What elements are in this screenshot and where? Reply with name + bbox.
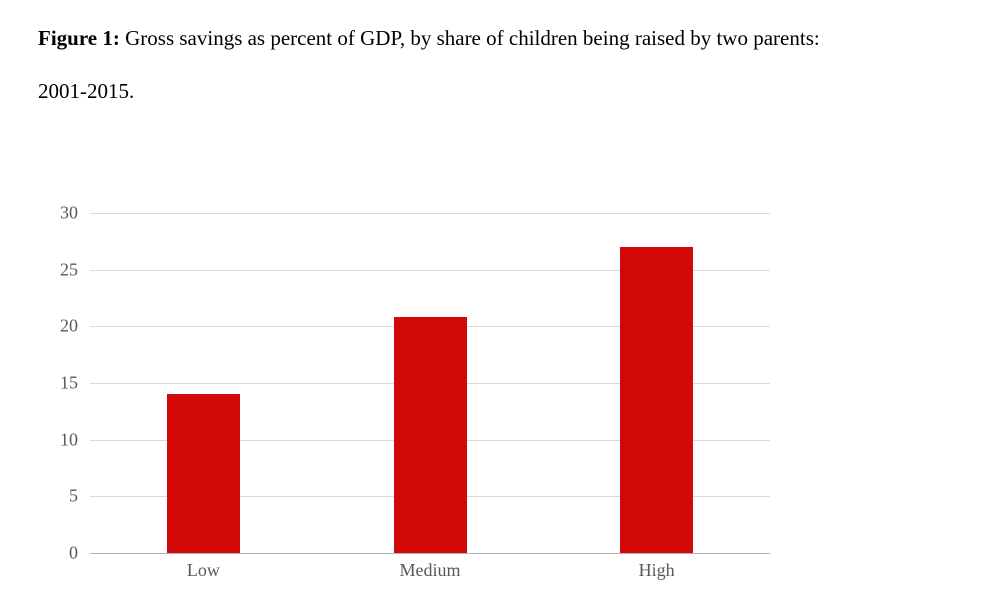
y-gridline: [90, 269, 770, 271]
bar-low: [166, 394, 240, 553]
figure-caption-line2: 2001-2015.: [38, 79, 135, 103]
x-axis-line: [90, 553, 770, 554]
y-gridline: [90, 213, 770, 214]
y-tick-label: 10: [60, 428, 78, 449]
figure-caption-label: Figure 1:: [38, 26, 120, 50]
x-category-label: High: [638, 560, 675, 580]
x-category-label: Low: [186, 560, 220, 580]
y-tick-label: 15: [60, 372, 78, 393]
bar-medium: [393, 317, 467, 553]
figure-caption-text: Gross savings as percent of GDP, by shar…: [119, 26, 820, 50]
bar-high: [620, 247, 694, 553]
y-tick-label: 20: [60, 315, 78, 336]
y-tick-label: 30: [60, 202, 78, 223]
y-tick-label: 25: [60, 258, 78, 279]
x-category-label: Medium: [399, 560, 461, 580]
y-tick-label: 0: [69, 542, 78, 563]
y-tick-label: 5: [69, 485, 78, 506]
figure-caption: Figure 1: Gross savings as percent of GD…: [38, 26, 988, 51]
